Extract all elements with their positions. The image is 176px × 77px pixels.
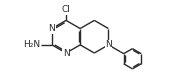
Text: N: N: [49, 24, 55, 33]
Text: Cl: Cl: [62, 5, 70, 14]
Text: N: N: [105, 40, 112, 49]
Text: H₂N: H₂N: [23, 40, 40, 49]
Text: N: N: [63, 49, 69, 58]
